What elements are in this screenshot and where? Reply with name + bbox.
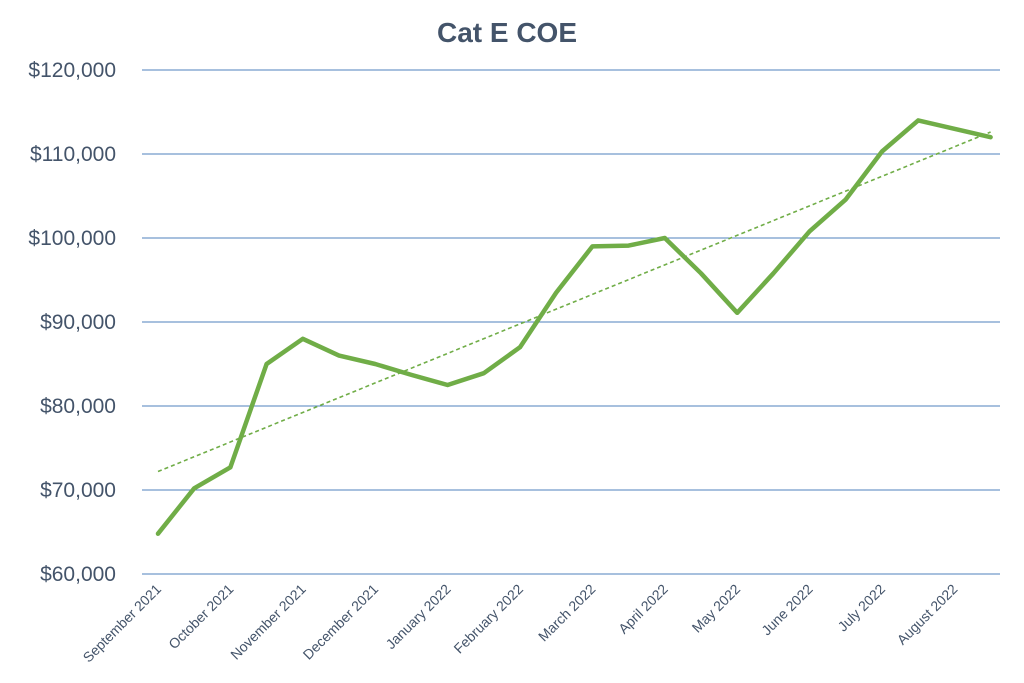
x-tick-label: January 2022 — [382, 581, 453, 652]
trendline-layer — [157, 131, 991, 473]
x-tick-label: August 2022 — [894, 581, 961, 648]
y-tick-label: $60,000 — [40, 563, 116, 586]
y-tick-label: $90,000 — [40, 311, 116, 334]
y-tick-label: $110,000 — [30, 143, 116, 166]
trendline — [157, 131, 991, 473]
y-tick-label: $80,000 — [40, 395, 116, 418]
series-layer — [155, 118, 993, 536]
y-tick-label: $100,000 — [28, 227, 116, 250]
x-tick-label: February 2022 — [450, 581, 526, 657]
x-tick-label: June 2022 — [758, 581, 816, 639]
x-tick-label: March 2022 — [535, 581, 599, 645]
x-tick-label: September 2021 — [80, 581, 165, 666]
y-axis-tick-labels: $60,000 $70,000 $80,000 $90,000 $100,000 $110… — [28, 59, 116, 586]
x-tick-label: July 2022 — [834, 581, 888, 635]
y-tick-label: $120,000 — [28, 59, 116, 82]
x-tick-label: April 2022 — [615, 581, 671, 637]
x-tick-label: November 2021 — [227, 581, 309, 663]
x-tick-label: October 2021 — [165, 581, 236, 652]
series-line — [155, 118, 993, 536]
chart-title: Cat E COE — [437, 17, 577, 48]
y-tick-label: $70,000 — [40, 479, 116, 502]
x-tick-label: December 2021 — [300, 581, 382, 663]
gridlines — [142, 69, 1000, 575]
x-tick-label: May 2022 — [689, 581, 744, 636]
